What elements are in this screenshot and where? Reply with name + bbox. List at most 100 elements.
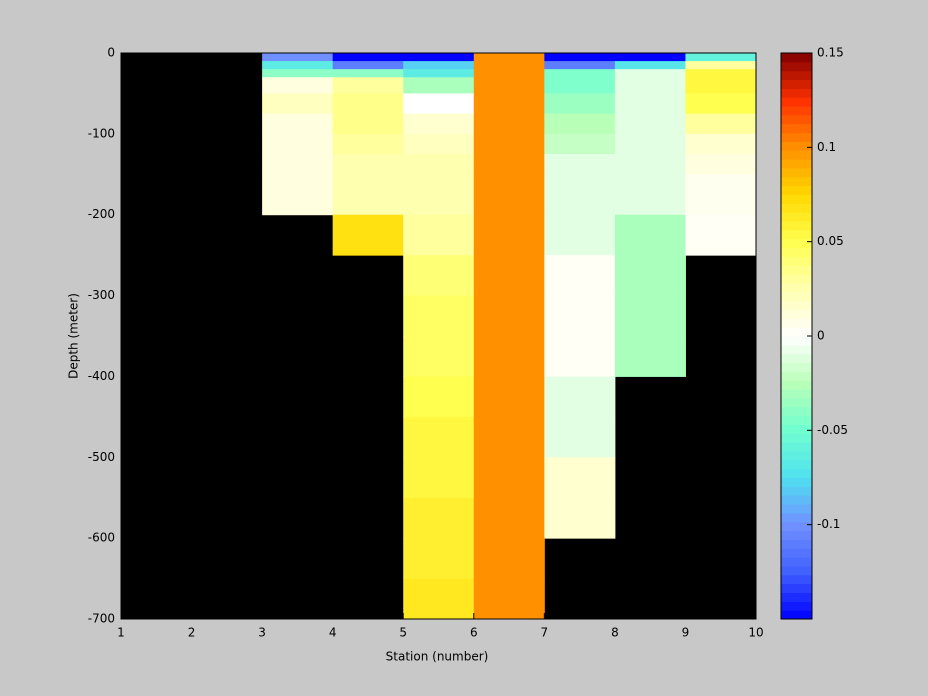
heat-cell	[262, 133, 334, 155]
colorbar-swatch	[781, 406, 812, 417]
x-tick-label: 2	[188, 626, 196, 640]
colorbar-tick-label: 0.1	[817, 140, 836, 154]
colorbar-tick-label: 0.15	[817, 46, 844, 60]
colorbar-swatch	[781, 203, 812, 213]
colorbar-swatch	[781, 362, 812, 372]
colorbar-swatch	[781, 70, 812, 81]
colorbar-swatch	[781, 530, 812, 540]
heat-cell	[473, 538, 545, 580]
heat-cell	[473, 154, 545, 175]
colorbar-swatch	[781, 442, 812, 452]
y-tick-label: -500	[88, 450, 115, 464]
heat-cell	[403, 133, 475, 155]
x-tick-label: 8	[611, 626, 619, 640]
heat-cell	[685, 93, 757, 115]
colorbar-swatch	[781, 309, 812, 319]
heat-cell	[544, 69, 616, 78]
heat-cell	[403, 457, 475, 499]
colorbar-swatch	[781, 221, 812, 231]
colorbar-swatch	[781, 450, 812, 461]
heat-cell	[403, 336, 475, 377]
heat-cell	[473, 113, 545, 135]
y-tick-label: -700	[88, 612, 115, 626]
heat-cell	[544, 61, 616, 70]
heat-cell	[614, 174, 686, 216]
heat-cell	[332, 53, 404, 62]
heat-cell	[262, 69, 334, 78]
heat-cell	[332, 214, 404, 256]
heat-cell	[403, 69, 475, 78]
heat-cell	[473, 255, 545, 297]
heat-cell	[544, 336, 616, 377]
heat-cell	[262, 113, 334, 135]
heat-cell	[262, 154, 334, 175]
heat-cell	[614, 133, 686, 155]
heat-cell	[685, 133, 757, 155]
colorbar-swatch	[781, 459, 812, 470]
y-tick-label: -100	[88, 126, 115, 140]
colorbar-tick-label: 0	[817, 329, 825, 343]
heat-cell	[262, 174, 334, 216]
colorbar-swatch	[781, 167, 812, 178]
x-tick-label: 7	[541, 626, 549, 640]
colorbar-swatch	[781, 212, 812, 222]
x-tick-label: 5	[399, 626, 407, 640]
heat-cell	[614, 255, 686, 297]
x-tick-label: 10	[748, 626, 763, 640]
colorbar-swatch	[781, 53, 812, 63]
colorbar-swatch	[781, 61, 812, 72]
heat-cell	[473, 69, 545, 78]
heat-cell	[544, 457, 616, 499]
colorbar-tick-label: 0.05	[817, 234, 844, 248]
heat-cell	[685, 77, 757, 94]
heat-cell	[473, 416, 545, 458]
heat-cell	[614, 69, 686, 78]
heat-cell	[685, 61, 757, 70]
heat-cell	[403, 61, 475, 70]
y-tick-label: -400	[88, 369, 115, 383]
heat-cell	[685, 69, 757, 78]
colorbar-swatch	[781, 150, 812, 160]
heat-cell	[332, 61, 404, 70]
x-tick-label: 3	[258, 626, 266, 640]
heat-cell	[685, 53, 757, 62]
colorbar-swatch	[781, 194, 812, 204]
heat-cell	[332, 93, 404, 115]
colorbar-swatch	[781, 132, 812, 142]
heat-cell	[403, 77, 475, 94]
y-tick-label: -200	[88, 207, 115, 221]
y-tick-label: -300	[88, 288, 115, 302]
heat-cell	[685, 174, 757, 216]
heat-cell	[614, 93, 686, 115]
colorbar-swatch	[781, 327, 812, 337]
heat-cell	[544, 416, 616, 458]
colorbar-swatch	[781, 300, 812, 310]
heat-cell	[544, 77, 616, 94]
heat-cell	[332, 77, 404, 94]
colorbar-swatch	[781, 274, 812, 284]
colorbar-tick-label: -0.05	[817, 423, 848, 437]
colorbar-swatch	[781, 557, 812, 567]
colorbar-swatch	[781, 565, 812, 576]
colorbar-swatch	[781, 592, 812, 602]
heat-cell	[403, 174, 475, 216]
heat-cell	[544, 497, 616, 539]
colorbar-swatch	[781, 229, 812, 240]
y-tick-label: -600	[88, 531, 115, 545]
colorbar-swatch	[781, 610, 812, 620]
heat-cell	[614, 154, 686, 175]
colorbar-swatch	[781, 176, 812, 187]
colorbar-tick-label: -0.1	[817, 517, 840, 531]
colorbar-swatch	[781, 318, 812, 328]
heat-cell	[332, 133, 404, 155]
heat-cell	[262, 93, 334, 115]
colorbar-swatch	[781, 424, 812, 434]
colorbar-swatch	[781, 291, 812, 302]
x-tick-label: 9	[682, 626, 690, 640]
heat-cell	[403, 93, 475, 115]
heat-cell	[473, 336, 545, 377]
colorbar-swatch	[781, 114, 812, 125]
colorbar-swatch	[781, 88, 812, 98]
heat-cell	[473, 457, 545, 499]
